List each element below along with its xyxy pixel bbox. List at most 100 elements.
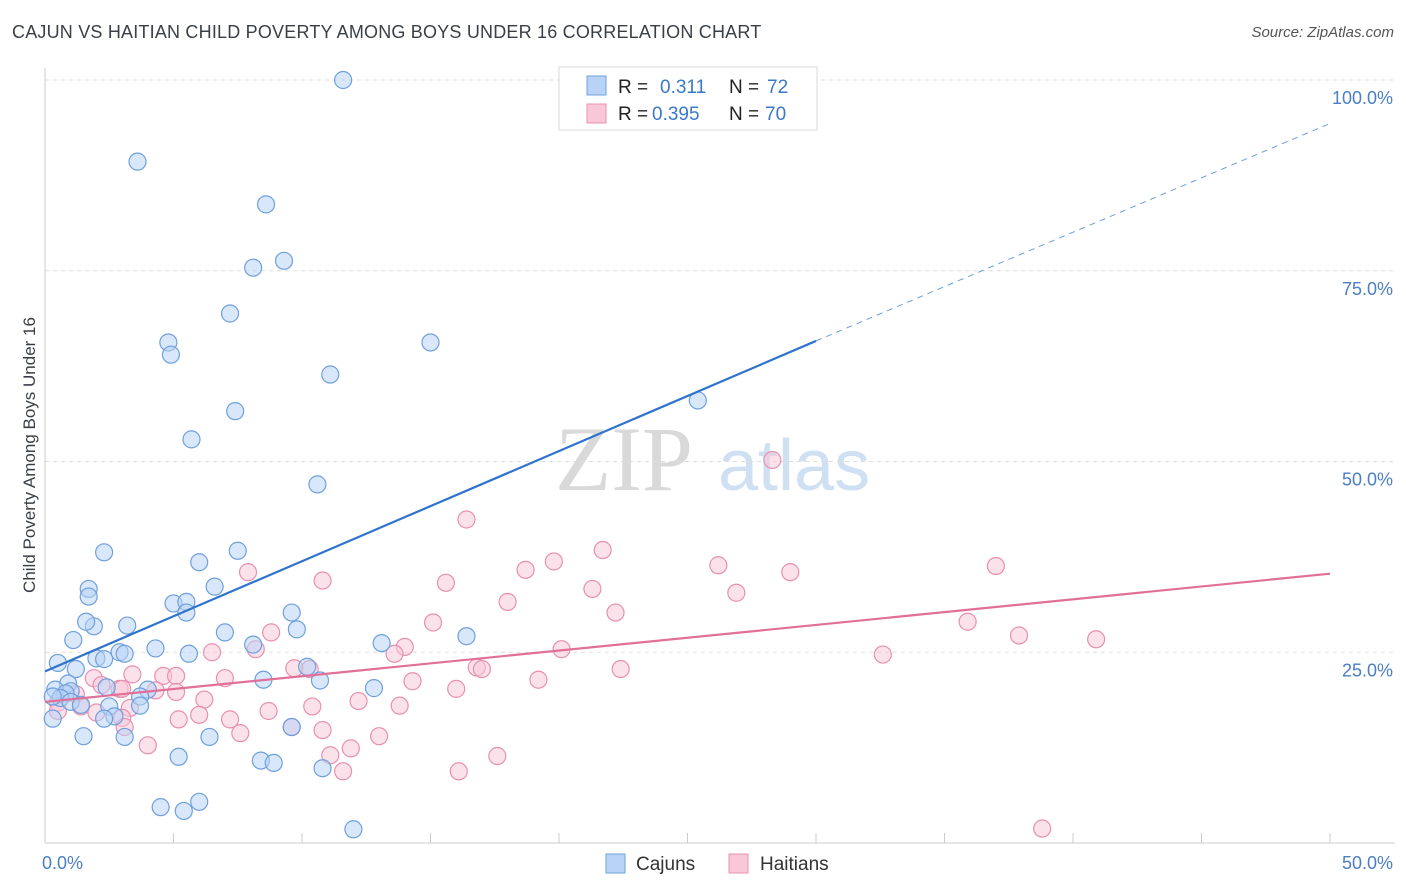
haitian-point bbox=[385, 644, 404, 663]
haitian-point bbox=[436, 573, 456, 592]
cajun-point bbox=[179, 644, 199, 663]
haitian-point bbox=[370, 727, 389, 746]
source-label: Source: ZipAtlas.com bbox=[1251, 24, 1394, 41]
haitian-point bbox=[166, 666, 186, 686]
cajun-point bbox=[228, 541, 247, 560]
haitian-point bbox=[190, 705, 209, 724]
haitian-point bbox=[447, 679, 466, 698]
cajun-point bbox=[130, 696, 150, 715]
cajun-point bbox=[182, 430, 201, 449]
x-tick-label: 0.0% bbox=[42, 853, 83, 873]
haitian-trend-line bbox=[44, 572, 1331, 703]
cajun-point bbox=[77, 612, 96, 631]
cajun-point bbox=[118, 616, 137, 635]
cajun-point bbox=[287, 620, 306, 639]
haitian-point bbox=[498, 592, 517, 611]
cajun-point bbox=[115, 644, 134, 663]
haitian-point bbox=[958, 612, 977, 631]
haitian-point bbox=[727, 583, 746, 602]
haitian-point bbox=[516, 560, 535, 579]
cajun-trend-line bbox=[44, 339, 817, 673]
cajun-point bbox=[215, 623, 234, 642]
legend-r-label: R = bbox=[618, 104, 648, 125]
cajun-point bbox=[79, 587, 98, 606]
cajun-point bbox=[308, 475, 327, 494]
cajun-point bbox=[372, 633, 391, 653]
haitian-point bbox=[1087, 630, 1106, 649]
haitian-point bbox=[313, 720, 332, 740]
haitian-point bbox=[138, 736, 157, 755]
watermark: ZIP atlas bbox=[555, 408, 870, 510]
legend-n-label: N = bbox=[729, 104, 759, 125]
cajun-point bbox=[274, 251, 294, 270]
bottom-legend: Cajuns Haitians bbox=[605, 853, 829, 875]
cajun-point bbox=[190, 792, 209, 811]
cajun-point bbox=[95, 650, 114, 669]
cajun-point bbox=[298, 657, 317, 676]
cajun-point bbox=[264, 753, 283, 772]
cajun-point bbox=[310, 671, 330, 690]
cajun-point bbox=[244, 635, 263, 654]
cajun-point bbox=[205, 577, 224, 596]
cajun-point bbox=[43, 709, 62, 728]
haitian-point bbox=[611, 659, 630, 679]
cajun-point bbox=[421, 333, 440, 352]
haitian-point bbox=[231, 724, 250, 743]
cajun-point bbox=[313, 759, 332, 778]
legend-n-label: N = bbox=[729, 77, 759, 98]
cajun-point bbox=[220, 304, 240, 323]
haitian-point bbox=[195, 690, 214, 709]
cajun-point bbox=[244, 258, 263, 277]
cajun-point bbox=[115, 727, 134, 747]
haitian-point bbox=[303, 697, 322, 716]
cajun-point bbox=[200, 727, 219, 747]
legend-r-label: R = bbox=[618, 77, 648, 98]
haitian-point bbox=[423, 613, 443, 632]
haitian-point bbox=[763, 450, 782, 470]
cajun-point bbox=[256, 195, 276, 214]
bottom-legend-swatch-haitians bbox=[728, 853, 749, 874]
haitian-point bbox=[1033, 819, 1052, 838]
cajun-point bbox=[161, 345, 181, 364]
x-tick-label: 50.0% bbox=[1342, 853, 1393, 873]
cajun-point bbox=[146, 639, 165, 658]
haitian-point bbox=[544, 552, 563, 571]
cajun-point bbox=[128, 152, 147, 171]
legend-swatch-cajuns bbox=[586, 75, 607, 96]
haitian-point bbox=[593, 540, 612, 560]
cajun-point bbox=[95, 709, 114, 728]
legend-n-value: 70 bbox=[765, 104, 786, 125]
haitian-point bbox=[334, 762, 353, 781]
legend-r-value: 0.395 bbox=[652, 104, 700, 125]
data-points bbox=[43, 70, 1106, 839]
cajun-point bbox=[190, 553, 209, 572]
haitian-point bbox=[488, 746, 507, 766]
watermark-zip: ZIP bbox=[555, 408, 693, 510]
haitian-point bbox=[349, 691, 368, 711]
cajun-point bbox=[71, 695, 91, 714]
bottom-legend-haitians: Haitians bbox=[760, 854, 829, 875]
cajun-point bbox=[321, 365, 340, 384]
haitian-point bbox=[873, 645, 892, 664]
cajun-point bbox=[334, 70, 353, 90]
haitian-point bbox=[472, 659, 491, 679]
bottom-legend-cajuns: Cajuns bbox=[636, 854, 695, 875]
chart-title: CAJUN VS HAITIAN CHILD POVERTY AMONG BOY… bbox=[12, 22, 762, 42]
cajun-point bbox=[95, 543, 114, 562]
cajun-point bbox=[169, 747, 188, 766]
cajun-point bbox=[344, 820, 363, 839]
y-axis-title: Child Poverty Among Boys Under 16 bbox=[20, 317, 39, 593]
legend: R = 0.311 N = 72 R = 0.395 N = 70 bbox=[558, 66, 818, 131]
haitian-point bbox=[123, 665, 142, 684]
haitian-point bbox=[313, 571, 332, 590]
cajun-point bbox=[364, 679, 384, 698]
haitian-point bbox=[262, 623, 281, 642]
haitian-point bbox=[202, 643, 222, 662]
tick-labels: 100.0% 75.0% 50.0% 25.0% 0.0% 50.0% bbox=[42, 88, 1393, 873]
cajun-point bbox=[74, 727, 93, 746]
haitian-point bbox=[986, 556, 1006, 576]
cajun-point bbox=[282, 603, 301, 622]
cajun-point bbox=[282, 717, 301, 737]
trend-lines bbox=[44, 123, 1331, 703]
